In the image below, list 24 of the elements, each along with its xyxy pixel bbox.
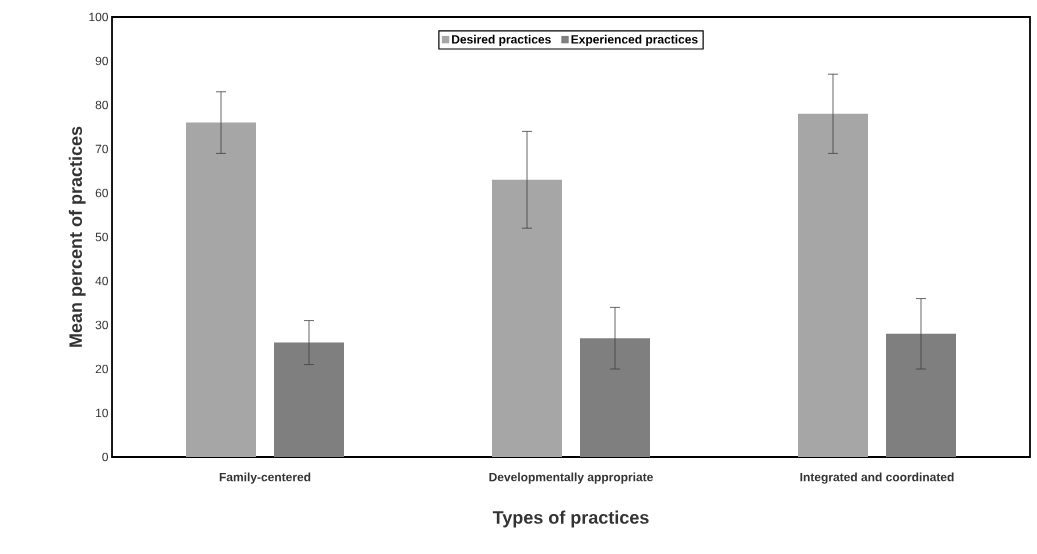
y-tick-label: 90 — [95, 56, 109, 66]
x-tick-label: Integrated and coordinated — [800, 472, 954, 484]
y-tick-label: 40 — [95, 276, 109, 286]
bar — [274, 342, 345, 457]
x-axis-title: Types of practices — [492, 510, 649, 528]
y-axis-title: Mean percent of practices — [68, 126, 86, 347]
x-tick-label: Developmentally appropriate — [489, 472, 653, 484]
y-tick-label: 60 — [95, 188, 109, 198]
y-tick-label: 10 — [96, 408, 109, 418]
y-tick-label: 50 — [95, 232, 109, 242]
y-tick-label: 20 — [95, 364, 109, 374]
x-tick-label: Family-centered — [219, 472, 311, 484]
bar — [492, 179, 562, 457]
legend-label: Desired practices — [452, 34, 551, 46]
y-tick-label: 0 — [102, 452, 109, 462]
bar — [186, 122, 257, 457]
bar — [886, 333, 956, 457]
y-tick-label: 100 — [89, 12, 109, 22]
y-tick-label: 30 — [95, 320, 109, 330]
y-tick-label: 80 — [95, 100, 109, 110]
y-tick-label: 70 — [95, 144, 109, 154]
bar — [798, 113, 868, 457]
legend-label: Experienced practices — [571, 34, 698, 46]
bar — [580, 338, 650, 457]
